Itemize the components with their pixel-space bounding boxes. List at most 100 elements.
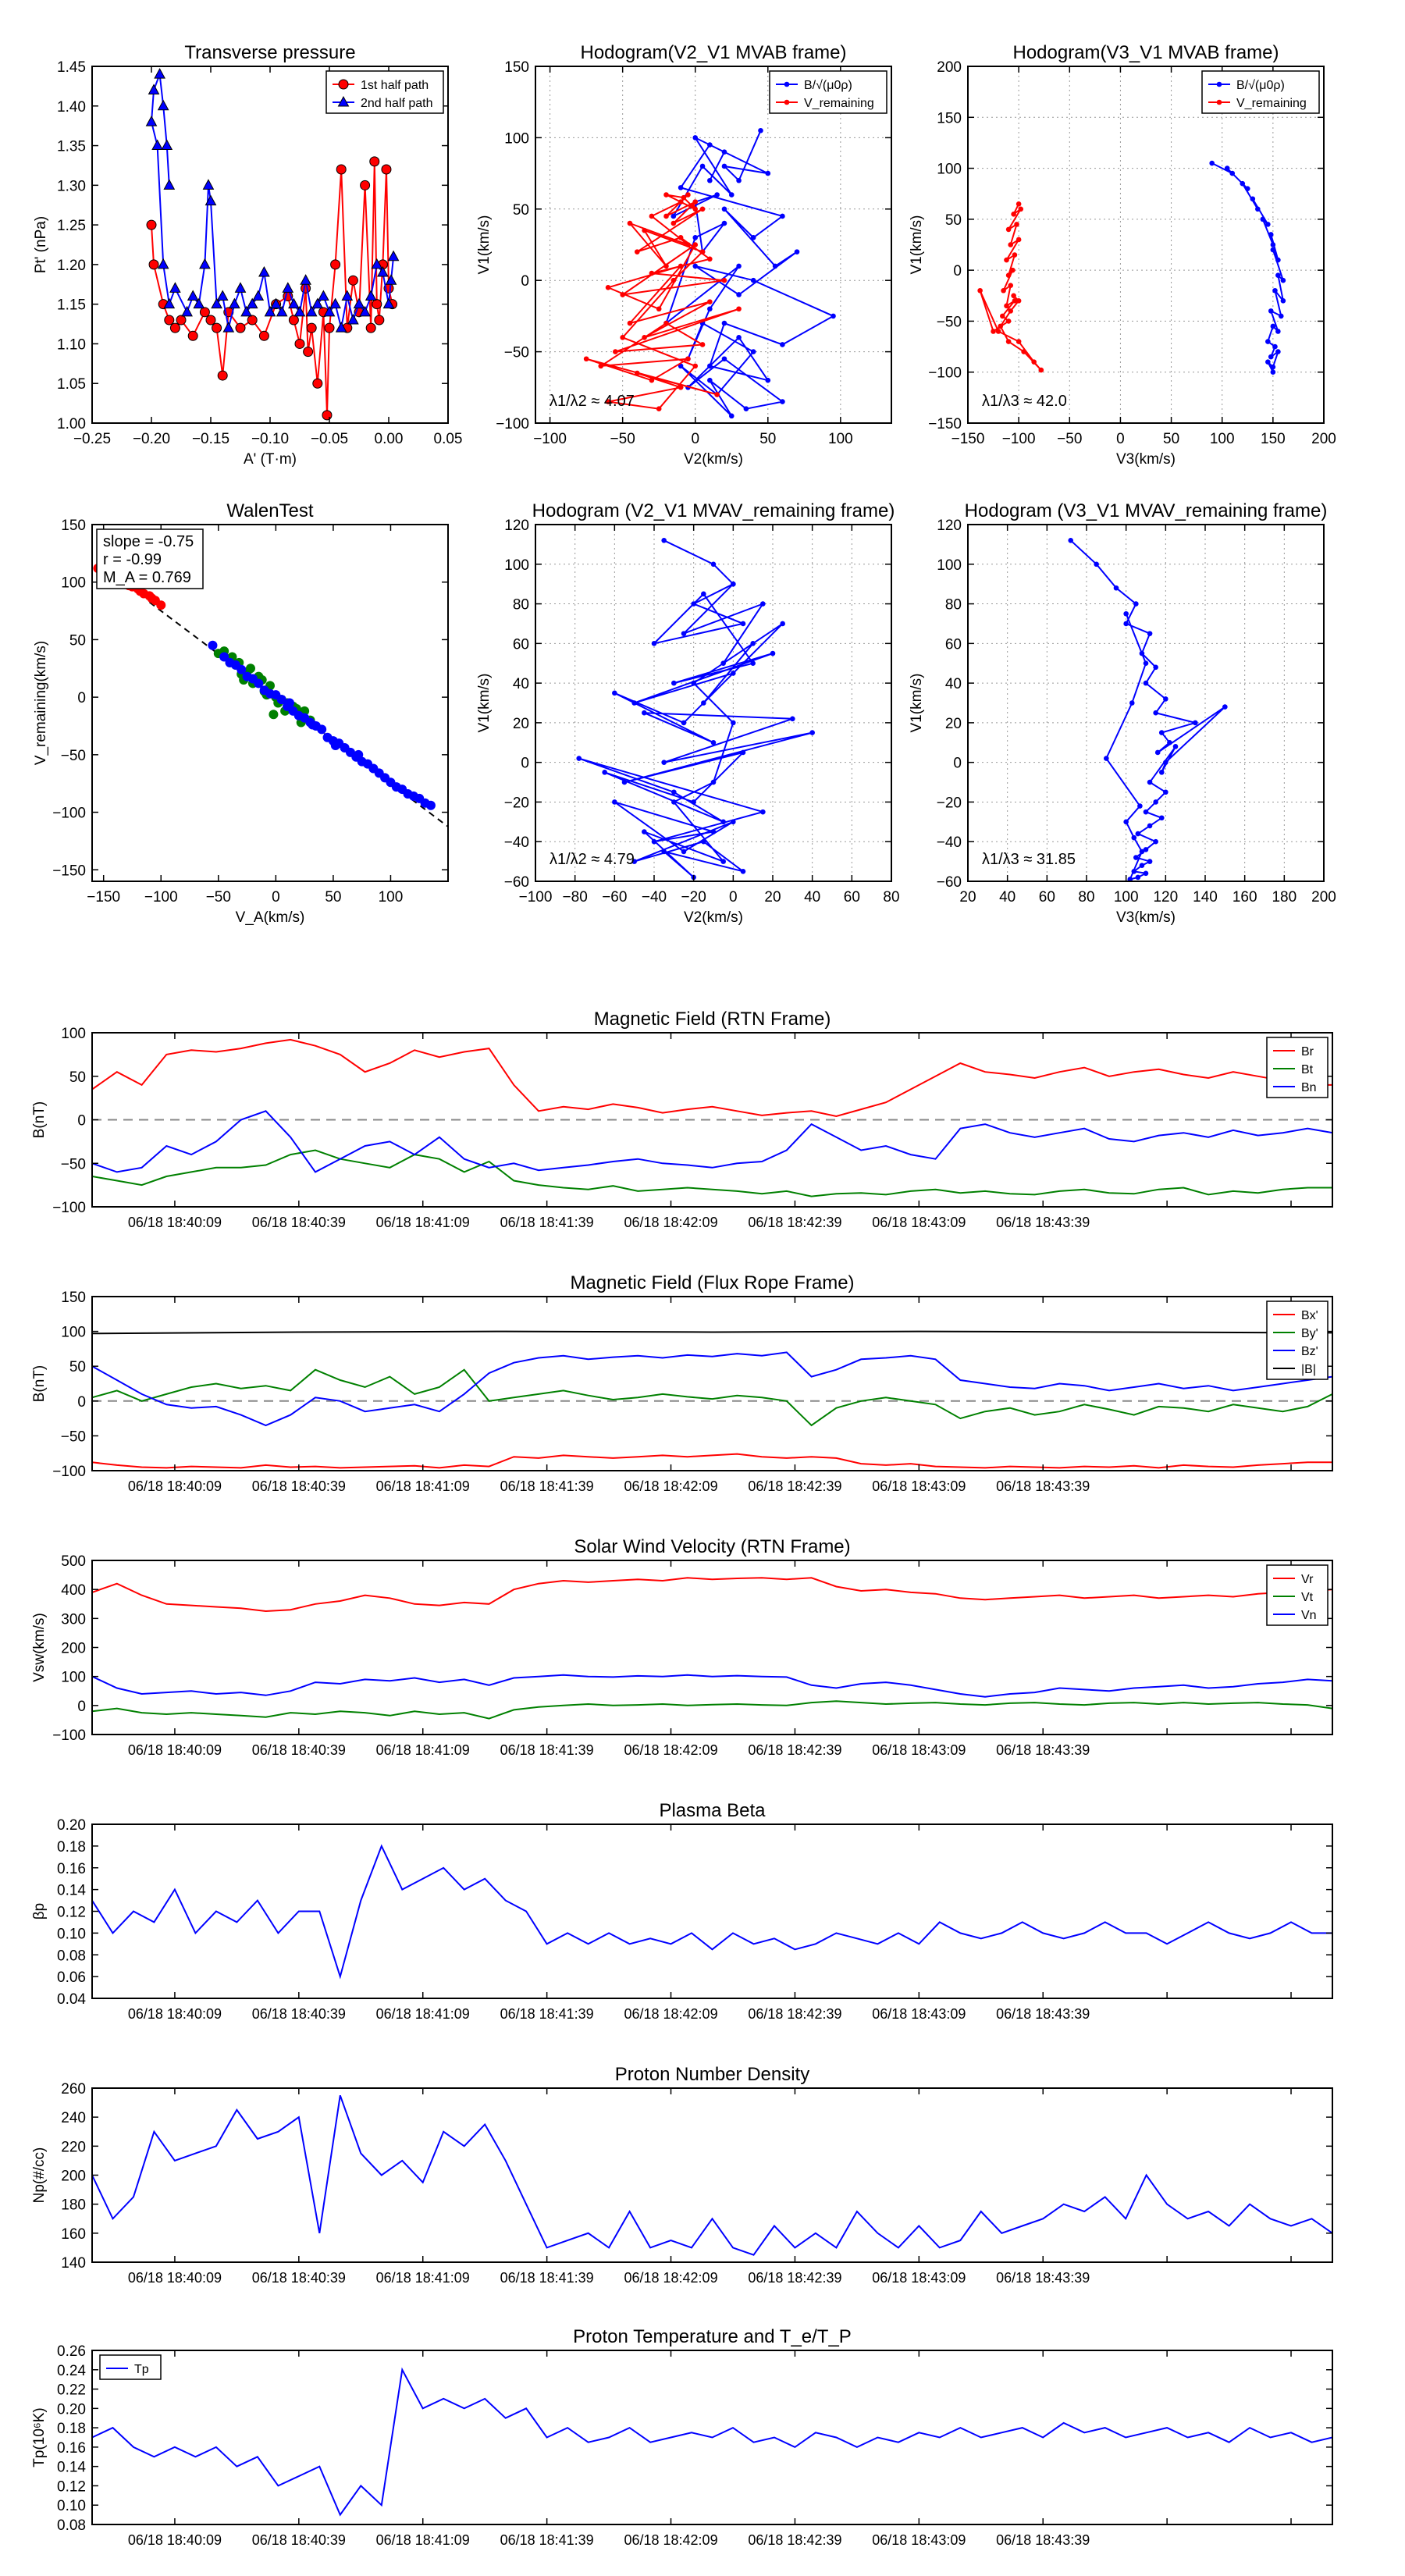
data-point-1st half path — [169, 322, 180, 333]
scatter-point-blue — [386, 777, 396, 788]
y-tick-label: 80 — [513, 597, 529, 614]
data-point-V_remaining — [1011, 212, 1016, 217]
y-tick-label: −40 — [504, 834, 529, 851]
data-point-V — [1123, 819, 1129, 825]
data-point-V — [681, 631, 687, 636]
x-tick-label: 200 — [1311, 889, 1336, 906]
x-tick-label: 06/18 18:43:39 — [996, 2532, 1090, 2548]
data-point-B/√(μ0ρ) — [714, 192, 720, 197]
legend-box — [99, 2354, 162, 2380]
plot-area — [1068, 538, 1228, 881]
data-point-V_remaining — [1018, 206, 1024, 212]
data-point-2nd half path — [154, 68, 165, 79]
x-tick-label: 06/18 18:42:09 — [624, 2532, 717, 2548]
scatter-point-blue — [219, 652, 229, 662]
data-point-V — [1147, 859, 1153, 864]
legend-box — [769, 70, 887, 114]
y-tick-label: 1.45 — [57, 59, 86, 76]
y-tick-label: 200 — [61, 1641, 86, 1657]
data-point-V_remaining — [663, 320, 669, 326]
x-tick-label: 06/18 18:43:39 — [996, 2006, 1090, 2022]
plot-area — [576, 538, 815, 881]
y-axis-label: B(nT) — [31, 1365, 48, 1403]
chart-title: Hodogram(V3_V1 MVAB frame) — [1012, 42, 1279, 63]
scatter-point-red — [147, 593, 157, 603]
data-point-V — [1143, 847, 1149, 852]
data-point-V — [740, 749, 746, 756]
data-point-B/√(μ0ρ) — [1255, 206, 1261, 212]
data-point-V_remaining — [1004, 303, 1009, 309]
eigenvalue-ratio-label: λ1/λ2 ≈ 4.07 — [550, 393, 635, 410]
data-point-V_remaining — [707, 256, 713, 262]
data-point-V — [1172, 744, 1179, 749]
data-point-V — [1147, 779, 1153, 785]
data-point-V_remaining — [998, 323, 1003, 329]
series-line-Bt — [92, 1149, 1332, 1197]
data-point-2nd half path — [229, 297, 240, 309]
y-tick-label: 0.08 — [57, 2517, 86, 2534]
y-tick-label: −100 — [496, 416, 529, 432]
y-tick-label: −100 — [52, 806, 86, 822]
data-point-V — [671, 789, 677, 795]
data-point-B/√(μ0ρ) — [692, 235, 699, 240]
data-point-2nd half path — [300, 274, 311, 285]
x-tick-label: −0.25 — [73, 431, 111, 447]
x-axis-label: A' (T·m) — [244, 451, 297, 468]
chart-title: Magnetic Field (Flux Rope Frame) — [570, 1272, 854, 1293]
data-point-V — [661, 849, 667, 855]
data-point-B/√(μ0ρ) — [831, 313, 836, 319]
x-tick-label: 0 — [729, 889, 738, 906]
data-point-V_remaining — [1005, 226, 1012, 233]
y-tick-label: 0.18 — [57, 1839, 86, 1856]
data-point-2nd half path — [341, 290, 354, 301]
y-tick-label: −20 — [937, 795, 962, 811]
y-tick-label: 0 — [953, 756, 962, 772]
scatter-point-blue — [330, 741, 340, 751]
x-tick-label: 0.05 — [434, 431, 463, 447]
series-line-Tp — [92, 2367, 1332, 2517]
x-tick-label: 50 — [759, 431, 776, 447]
data-point-V — [740, 621, 746, 627]
data-point-V — [1193, 720, 1198, 726]
data-point-2nd half path — [365, 290, 377, 301]
chart-p1: Transverse pressure −0.25 −0.20 −0.15 −0.10 −… — [33, 42, 462, 468]
data-point-V — [720, 660, 726, 667]
circle-marker-icon — [338, 79, 349, 90]
data-point-B/√(μ0ρ) — [721, 220, 727, 226]
y-tick-label: 40 — [945, 676, 962, 692]
stats-box — [96, 528, 204, 589]
data-point-V — [701, 838, 706, 845]
data-point-B/√(μ0ρ) — [1209, 160, 1215, 166]
data-point-V_remaining — [642, 227, 647, 233]
legend-label: 1st half path — [361, 79, 429, 92]
series-line-Vn — [92, 1674, 1332, 1698]
data-point-V — [1129, 700, 1135, 706]
data-point-B/√(μ0ρ) — [678, 185, 684, 190]
y-tick-label: −50 — [504, 345, 529, 361]
x-tick-label: 06/18 18:40:39 — [252, 1478, 346, 1494]
data-point-2nd half path — [323, 305, 336, 317]
series-line-V — [578, 539, 813, 878]
data-point-B/√(μ0ρ) — [1270, 369, 1276, 375]
dot-marker-icon — [1216, 81, 1222, 87]
y-tick-label: 200 — [61, 2169, 86, 2185]
data-point-1st half path — [164, 315, 175, 326]
x-tick-label: 20 — [959, 889, 976, 906]
series-line-B/√(μ0ρ) — [664, 130, 835, 417]
data-point-B/√(μ0ρ) — [736, 335, 742, 340]
y-tick-label: 0.18 — [57, 2421, 86, 2437]
data-point-V_remaining — [670, 277, 677, 283]
data-point-V — [642, 829, 647, 834]
y-tick-label: −50 — [61, 748, 86, 764]
data-point-V — [681, 849, 687, 855]
data-point-B/√(μ0ρ) — [1265, 339, 1271, 344]
x-tick-label: 06/18 18:42:39 — [748, 1215, 841, 1230]
dot-marker-icon — [1216, 99, 1222, 105]
data-point-V_remaining — [1010, 267, 1016, 273]
x-tick-label: 06/18 18:43:39 — [996, 1478, 1090, 1494]
data-point-2nd half path — [163, 179, 176, 190]
data-point-1st half path — [372, 299, 382, 310]
legend-box — [1266, 1037, 1329, 1098]
data-point-V — [1163, 760, 1168, 765]
